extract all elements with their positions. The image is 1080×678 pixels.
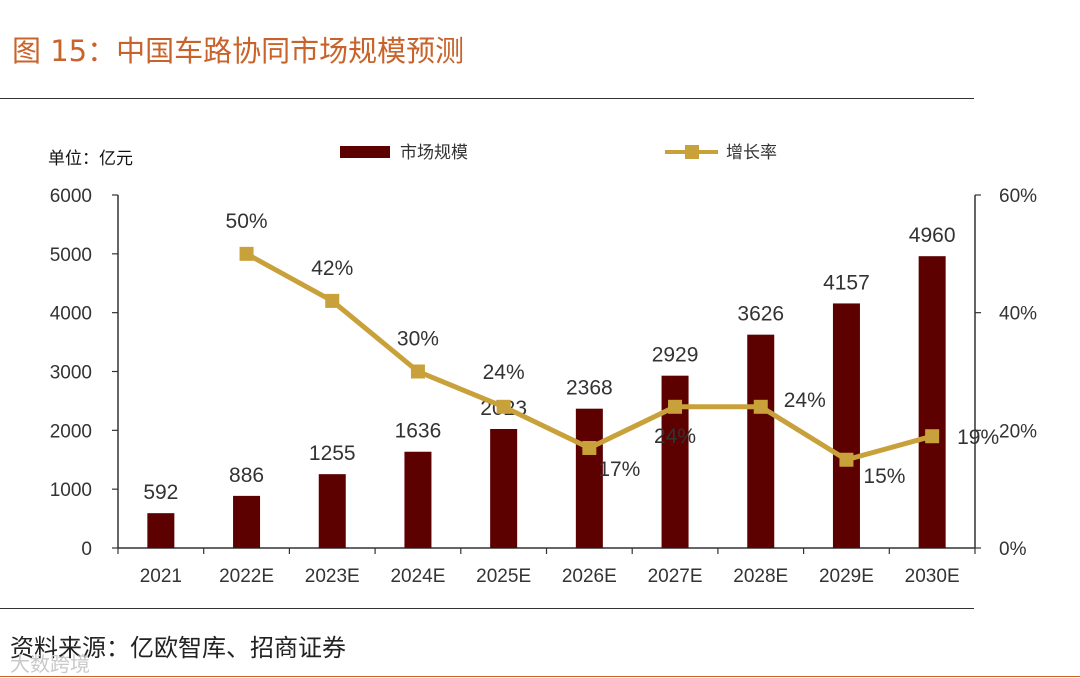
growth-point	[410, 364, 425, 379]
growth-point	[668, 399, 683, 414]
bar	[233, 495, 261, 548]
bar-value-label: 4960	[909, 224, 956, 247]
growth-value-label: 50%	[226, 210, 268, 233]
top-rule	[0, 98, 974, 99]
growth-labels: 50% 42% 30% 24% 17% 24% 24% 15% 19%	[226, 210, 1000, 488]
bar-value-label: 2929	[652, 344, 699, 367]
y-right-tick-label: 60%	[999, 186, 1037, 207]
watermark: 大数跨境	[10, 652, 90, 676]
growth-point	[925, 429, 940, 444]
bar	[318, 474, 346, 548]
growth-value-label: 19%	[957, 426, 999, 449]
growth-value-label: 30%	[397, 328, 439, 351]
bars	[147, 256, 946, 548]
bar	[404, 451, 432, 548]
legend-line-marker	[685, 145, 699, 159]
x-tick-label: 2026E	[562, 566, 617, 587]
x-tick-label: 2023E	[305, 566, 360, 587]
y-right-tick-label: 20%	[999, 421, 1037, 442]
growth-value-label: 24%	[654, 425, 696, 448]
x-tick-label: 2029E	[819, 566, 874, 587]
bar-value-label: 3626	[737, 303, 784, 326]
axes: 0 1000 2000 3000 4000 5000 6000 0% 20% 40% 60% 2021…	[50, 186, 1037, 587]
x-tick-label: 2021	[140, 566, 182, 587]
x-tick-label: 2028E	[733, 566, 788, 587]
growth-point	[325, 293, 340, 308]
growth-point	[753, 399, 768, 414]
y-right-tick-label: 0%	[999, 539, 1027, 560]
y-left-tick-label: 0	[81, 539, 92, 560]
bottom-rule	[0, 608, 974, 609]
legend: 市场规模 增长率	[340, 143, 777, 163]
legend-line-label: 增长率	[726, 143, 777, 163]
x-tick-label: 2024E	[390, 566, 445, 587]
bar-value-label: 592	[143, 481, 178, 504]
y-left-tick-label: 4000	[50, 304, 92, 325]
legend-bar-swatch	[340, 146, 390, 158]
bar-value-label: 1636	[395, 420, 442, 443]
bar	[147, 513, 175, 548]
bar-value-label: 2368	[566, 377, 613, 400]
y-right-tick-label: 40%	[999, 304, 1037, 325]
bar	[832, 303, 860, 548]
bar	[575, 408, 603, 548]
growth-value-label: 17%	[598, 458, 640, 481]
growth-point	[496, 399, 511, 414]
y-left-tick-label: 3000	[50, 363, 92, 384]
chart: 单位：亿元 市场规模 增长率 0 1000 2000 3000 4000 5000 6000…	[48, 143, 1037, 587]
x-tick-label: 2027E	[648, 566, 703, 587]
bar	[918, 256, 946, 548]
y-left-tick-label: 2000	[50, 421, 92, 442]
source-note: 资料来源：亿欧智库、招商证券	[10, 634, 346, 662]
growth-value-label: 42%	[311, 257, 353, 280]
x-tick-label: 2025E	[476, 566, 531, 587]
bar-value-label: 886	[229, 464, 264, 487]
footer-rule	[0, 676, 1080, 677]
bar-value-label: 1255	[309, 442, 356, 465]
y-left-tick-label: 1000	[50, 480, 92, 501]
growth-value-label: 24%	[784, 389, 826, 412]
x-tick-label: 2022E	[219, 566, 274, 587]
growth-line-layer	[239, 246, 940, 467]
x-tick-label: 2030E	[905, 566, 960, 587]
growth-point	[582, 440, 597, 455]
figure-title: 图 15：中国车路协同市场规模预测	[12, 34, 465, 68]
bar	[490, 428, 518, 548]
bar-labels: 59288612551636202323682929362641574960	[143, 224, 955, 504]
bar	[747, 334, 775, 548]
growth-point	[239, 246, 254, 261]
y-left-tick-label: 5000	[50, 245, 92, 266]
y-left-tick-label: 6000	[50, 186, 92, 207]
growth-value-label: 15%	[863, 465, 905, 488]
unit-label: 单位：亿元	[48, 149, 133, 169]
legend-bar-label: 市场规模	[400, 143, 468, 163]
bar-value-label: 4157	[823, 271, 870, 294]
growth-point	[839, 452, 854, 467]
growth-value-label: 24%	[483, 361, 525, 384]
